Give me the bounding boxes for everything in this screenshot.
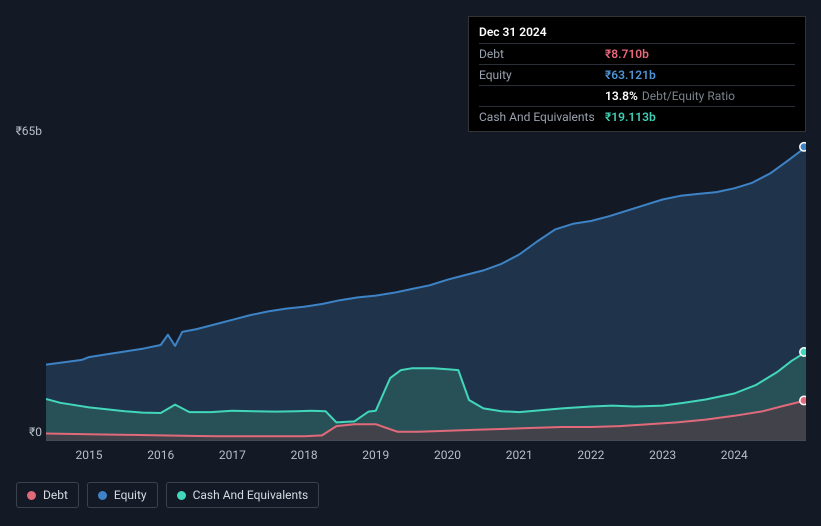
chart-plot-area xyxy=(46,138,806,441)
legend-dot-cash xyxy=(177,491,186,500)
tooltip-row-ratio: 13.8% Debt/Equity Ratio xyxy=(479,85,795,106)
x-axis-tick-label: 2022 xyxy=(577,448,604,462)
x-axis-tick-label: 2021 xyxy=(506,448,533,462)
tooltip-row-cash: Cash And Equivalents ₹19.113b xyxy=(479,106,795,127)
tooltip-label: Debt xyxy=(479,47,605,61)
tooltip-value: 13.8% Debt/Equity Ratio xyxy=(605,89,735,103)
chart-legend: Debt Equity Cash And Equivalents xyxy=(16,482,319,508)
tooltip-ratio-value: 13.8% xyxy=(605,89,638,103)
tooltip-label: Cash And Equivalents xyxy=(479,110,605,124)
x-axis-tick-label: 2018 xyxy=(291,448,318,462)
tooltip-value: ₹19.113b xyxy=(605,110,656,124)
legend-item-cash[interactable]: Cash And Equivalents xyxy=(166,482,320,508)
tooltip-value: ₹8.710b xyxy=(605,47,649,61)
tooltip-value: ₹63.121b xyxy=(605,68,656,82)
tooltip-row-debt: Debt ₹8.710b xyxy=(479,43,795,64)
tooltip-ratio-extra: Debt/Equity Ratio xyxy=(642,89,735,103)
x-axis-tick-label: 2015 xyxy=(76,448,103,462)
x-axis-tick-label: 2024 xyxy=(721,448,748,462)
legend-dot-debt xyxy=(27,491,36,500)
x-axis-tick-label: 2020 xyxy=(434,448,461,462)
chart-tooltip: Dec 31 2024 Debt ₹8.710b Equity ₹63.121b… xyxy=(468,16,806,132)
legend-label: Equity xyxy=(114,488,147,502)
x-axis-labels: 2015 2016 2017 2018 2019 2020 2021 2022 2023 2024 xyxy=(46,448,806,468)
legend-item-equity[interactable]: Equity xyxy=(87,482,158,508)
tooltip-row-equity: Equity ₹63.121b xyxy=(479,64,795,85)
chart-svg xyxy=(46,138,806,441)
y-axis-label-max: ₹65b xyxy=(2,124,42,138)
x-axis-tick-label: 2023 xyxy=(649,448,676,462)
tooltip-date: Dec 31 2024 xyxy=(479,23,795,43)
tooltip-label xyxy=(479,89,605,103)
x-axis-tick-label: 2019 xyxy=(362,448,389,462)
x-axis-tick-label: 2017 xyxy=(219,448,246,462)
y-axis-label-min: ₹0 xyxy=(2,425,42,439)
legend-label: Cash And Equivalents xyxy=(193,488,309,502)
legend-dot-equity xyxy=(98,491,107,500)
tooltip-label: Equity xyxy=(479,68,605,82)
x-axis-tick-label: 2016 xyxy=(147,448,174,462)
legend-label: Debt xyxy=(43,488,68,502)
legend-item-debt[interactable]: Debt xyxy=(16,482,79,508)
